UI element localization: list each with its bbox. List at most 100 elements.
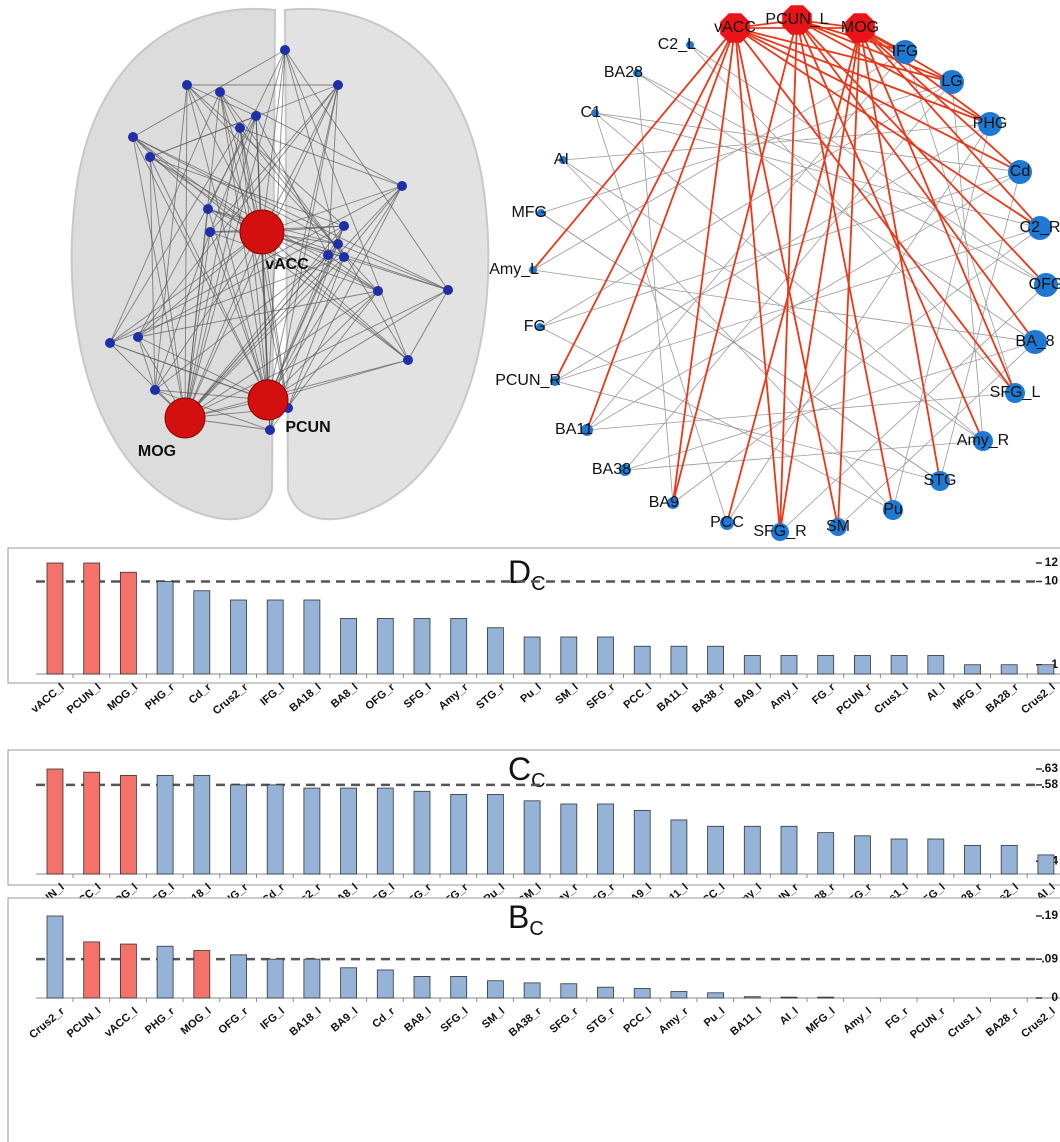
x-tick-label: IFG_l: [258, 681, 287, 708]
network-graph: vACCPCUN_LMOGIFGLGPHGCdC2_ROFGBA_8SFG_LA…: [489, 5, 1060, 541]
bar-charts: DC12101vACC_lPCUN_lMOG_lPHG_rCd_rCrus2_r…: [8, 548, 1060, 1142]
y-tick-label: .19: [1041, 908, 1058, 922]
network-edge: [637, 73, 673, 503]
network-node-label: C2_L: [658, 36, 696, 53]
network-edge: [893, 124, 990, 510]
brain-label: PCUN: [285, 419, 330, 436]
bar: [341, 619, 357, 675]
bar: [377, 619, 393, 675]
brain-node: [128, 132, 138, 142]
bar: [377, 970, 393, 998]
chart-title-sub: C: [531, 770, 545, 792]
x-tick-label: BA38_r: [690, 681, 728, 715]
network-node-label: vACC: [714, 19, 756, 36]
bar: [377, 788, 393, 874]
x-tick-label: MOG_l: [105, 681, 140, 713]
network-node-label: BA9: [649, 494, 679, 511]
x-tick-label: Pu_l: [518, 681, 544, 705]
network-node-label: OFG: [1029, 276, 1060, 293]
x-tick-label: Amy_r: [437, 681, 471, 713]
bar: [487, 628, 503, 674]
network-hub-edge: [797, 20, 1046, 285]
chart-title-sub: C: [529, 918, 543, 940]
bar: [414, 791, 430, 874]
bar: [1001, 665, 1017, 674]
chart-title-main: D: [508, 554, 531, 590]
network-node-label: FG: [524, 318, 546, 335]
network-node-label: SFG_R: [753, 523, 806, 540]
bar: [120, 775, 136, 874]
bar: [854, 656, 870, 675]
bar: [157, 582, 173, 675]
brain-node: [145, 152, 155, 162]
network-node-label: Pu: [883, 501, 903, 518]
bar: [120, 944, 136, 998]
bar: [561, 637, 577, 674]
brain-label: MOG: [138, 443, 176, 460]
brain-node: [333, 80, 343, 90]
network-node-label: LG: [941, 73, 962, 90]
network-edge: [563, 124, 990, 160]
y-tick-label: 0: [1051, 990, 1058, 1004]
y-tick-label: .63: [1041, 761, 1058, 775]
y-tick-label: 12: [1045, 555, 1059, 569]
bar: [84, 942, 100, 998]
x-tick-label: BA11_l: [655, 681, 691, 714]
bar: [1038, 855, 1054, 874]
bar: [818, 656, 834, 675]
network-node-label: SFG_L: [990, 384, 1041, 401]
network-node-label: IFG: [892, 43, 919, 60]
chart-title-main: C: [508, 751, 531, 787]
bar: [341, 788, 357, 874]
bar: [1038, 665, 1054, 674]
network-node-label: BA38: [592, 461, 631, 478]
brain-node: [443, 285, 453, 295]
network-node-label: MOG: [841, 19, 879, 36]
bar: [267, 959, 283, 998]
bar: [598, 637, 614, 674]
brain-node: [205, 227, 215, 237]
network-hub-edge: [735, 28, 1020, 172]
x-tick-label: PHG_r: [143, 681, 177, 713]
x-tick-label: Cd_r: [187, 681, 214, 707]
bar: [744, 826, 760, 874]
brain-node: [339, 221, 349, 231]
bar: [781, 826, 797, 874]
bar: [231, 600, 247, 674]
bar: [928, 656, 944, 675]
x-tick-label: SM_l: [553, 681, 580, 707]
figure: vACCPCUNMOG vACCPCUN_LMOGIFGLGPHGCdC2_RO…: [0, 0, 1060, 1142]
bar: [267, 785, 283, 874]
x-tick-label: SFG_r: [584, 681, 618, 712]
bar: [598, 804, 614, 874]
bar: [120, 572, 136, 674]
x-tick-label: Crus2_l: [1019, 681, 1058, 716]
bar: [414, 619, 430, 675]
y-tick-label: 10: [1045, 574, 1059, 588]
x-tick-label: BA9_l: [732, 681, 764, 710]
brain-node: [105, 338, 115, 348]
bar: [854, 836, 870, 874]
x-tick-label: vACC_l: [29, 681, 67, 715]
x-tick-label: Crus1_l: [872, 681, 911, 716]
network-edge: [637, 73, 1046, 285]
bar: [47, 916, 63, 998]
bar: [231, 785, 247, 874]
bar: [781, 997, 797, 998]
bar: [451, 794, 467, 874]
brain-node: [235, 123, 245, 133]
x-tick-label: BA8_l: [329, 681, 361, 710]
bar: [598, 987, 614, 998]
brain-node: [333, 239, 343, 249]
bar: [671, 992, 687, 998]
x-tick-label: Crus2_r: [211, 681, 251, 717]
bar: [451, 976, 467, 998]
bar: [1001, 845, 1017, 874]
network-hub-edge: [735, 28, 838, 527]
brain-render: vACCPCUNMOG: [72, 9, 489, 519]
bar: [47, 563, 63, 674]
bar: [304, 788, 320, 874]
chart-title-sub: C: [531, 573, 545, 595]
bar: [634, 646, 650, 674]
y-tick-label: .58: [1041, 777, 1058, 791]
